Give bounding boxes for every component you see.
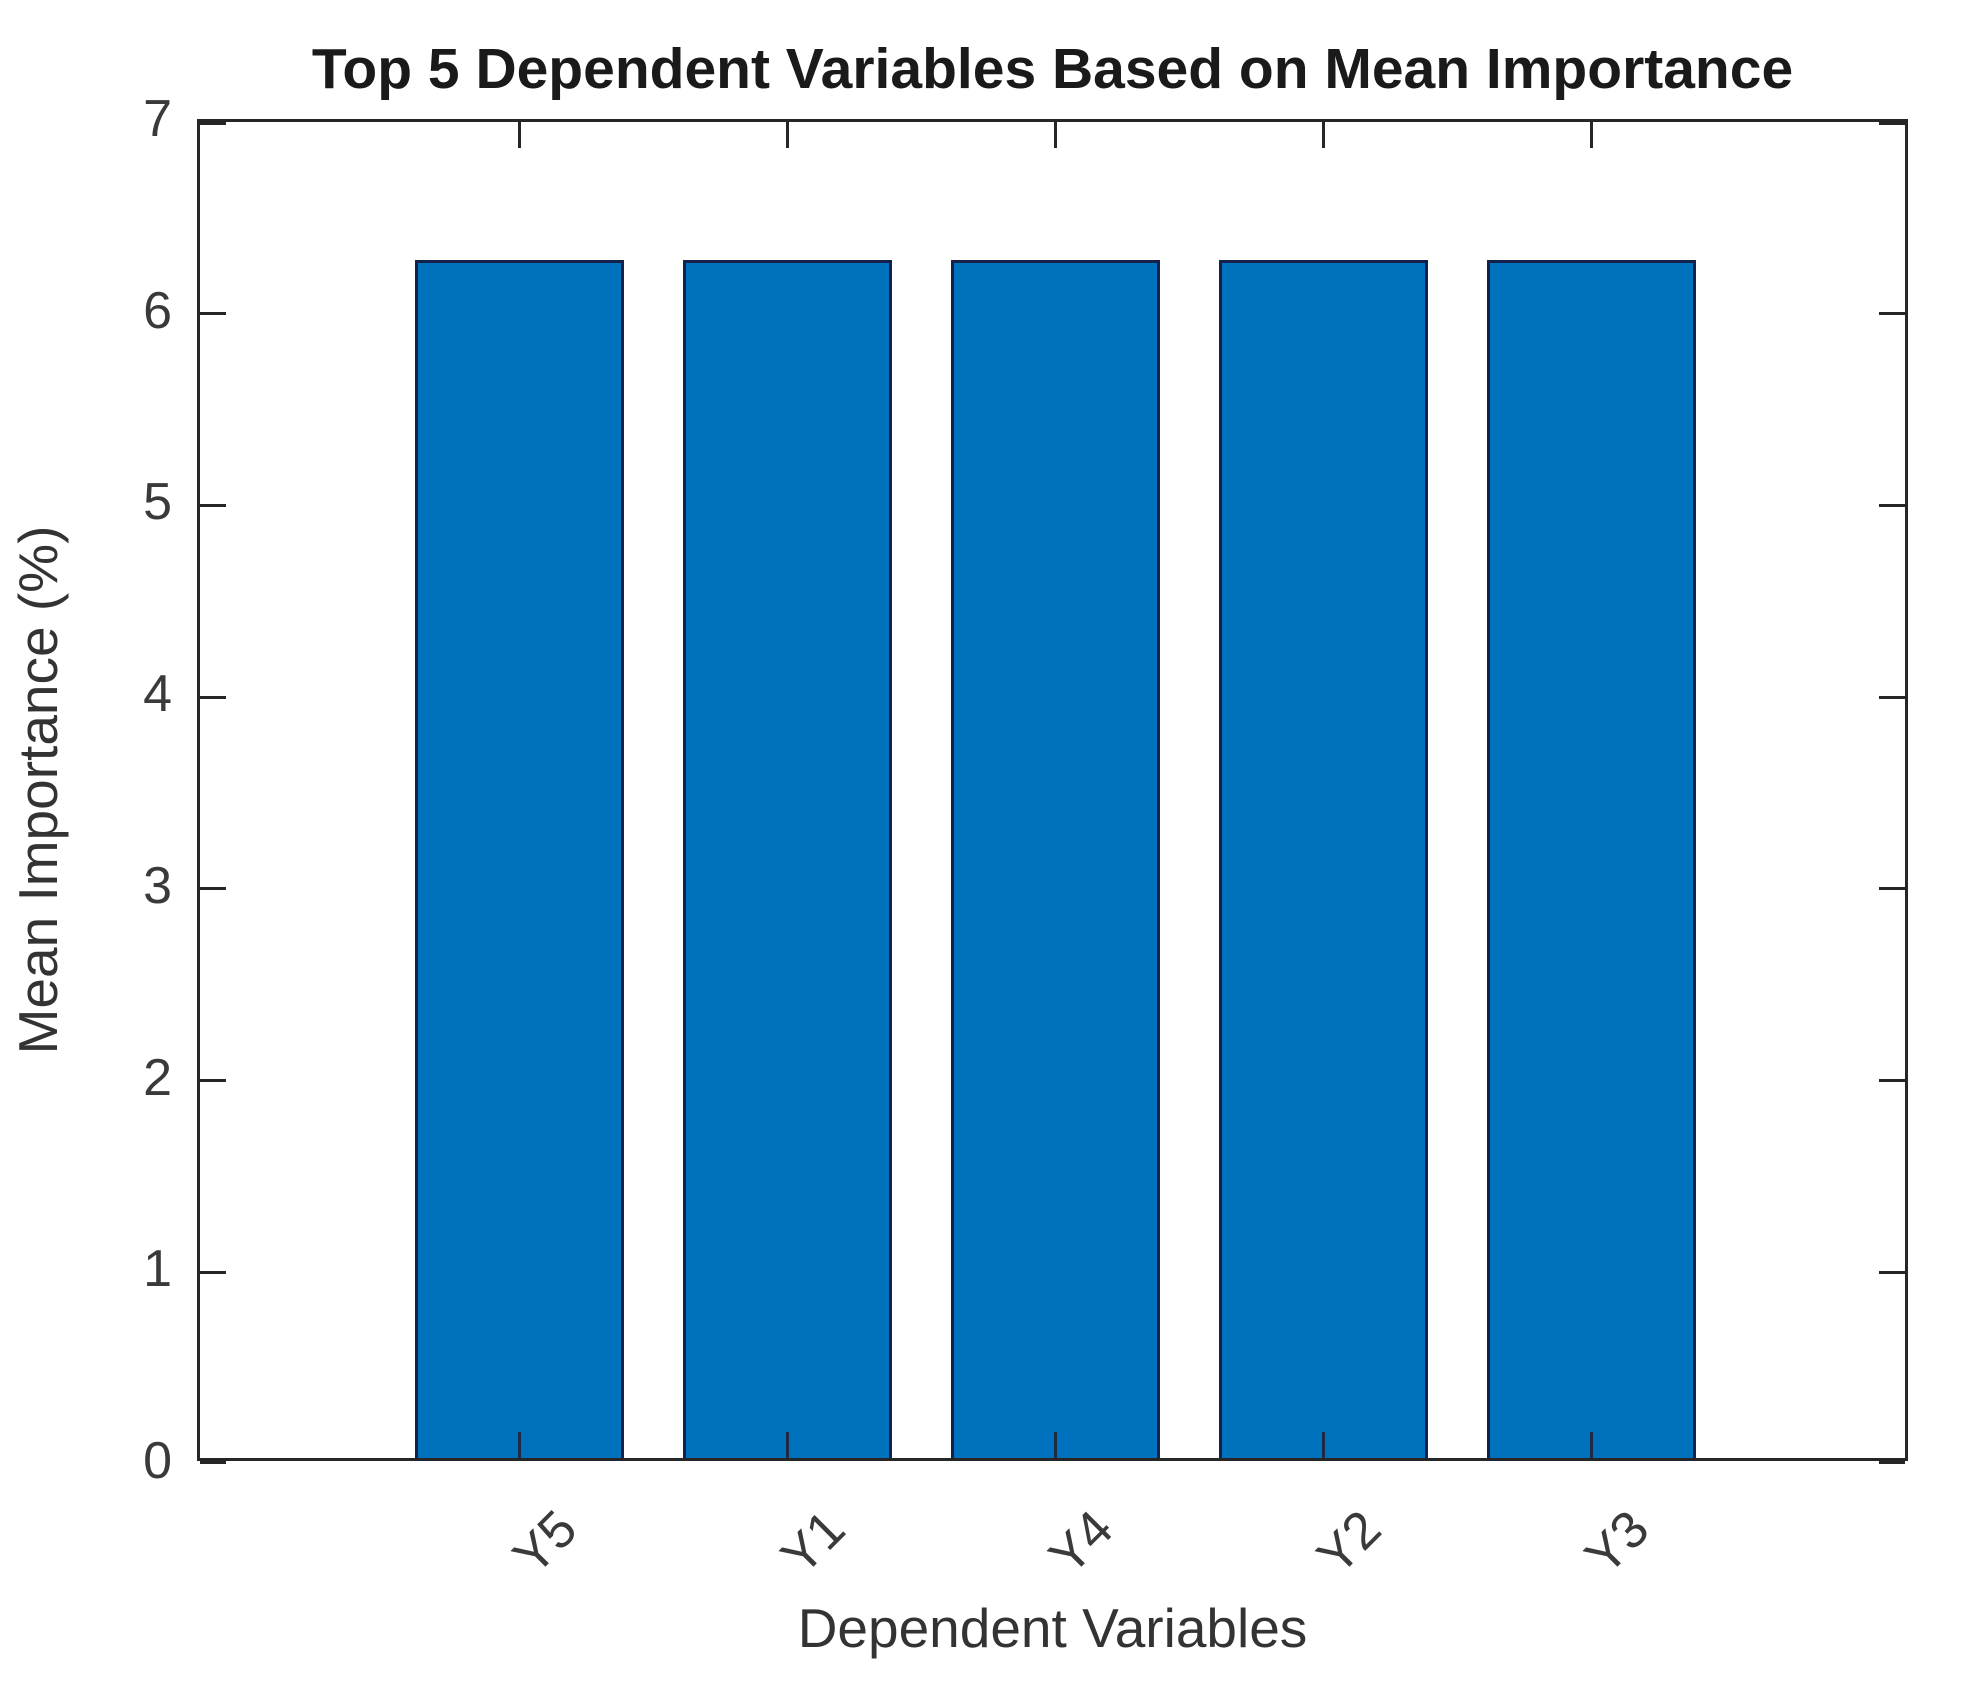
- y-tick-label: 2: [143, 1048, 172, 1107]
- chart-title: Top 5 Dependent Variables Based on Mean …: [311, 37, 1794, 101]
- x-tick-mark: [1322, 1432, 1326, 1458]
- y-tick-mark: [200, 887, 226, 891]
- x-tick-mark-top: [1054, 122, 1057, 148]
- y-tick-mark-right: [1879, 1079, 1905, 1083]
- y-tick-mark-right: [1879, 503, 1905, 507]
- x-tick-label: Y5: [501, 1499, 588, 1586]
- y-tick-mark: [200, 503, 226, 507]
- y-tick-label: 3: [143, 856, 172, 915]
- y-tick-label: 4: [143, 665, 172, 724]
- x-tick-mark-top: [1590, 122, 1594, 148]
- plot-area: [197, 119, 1908, 1464]
- y-tick-label: 5: [143, 473, 172, 532]
- y-tick-label: 0: [143, 1432, 172, 1490]
- bar-Y5: [414, 259, 624, 1458]
- x-tick-mark-top: [1322, 122, 1326, 148]
- y-tick-mark: [200, 695, 226, 699]
- y-tick-mark-right: [1879, 695, 1905, 699]
- y-tick-label: 7: [143, 90, 172, 148]
- y-tick-mark: [200, 1079, 226, 1083]
- y-tick-mark-right: [1879, 1461, 1905, 1464]
- x-tick-mark-top: [517, 122, 521, 148]
- x-tick-label: Y1: [770, 1499, 857, 1586]
- x-tick-mark: [1590, 1432, 1594, 1458]
- y-tick-mark: [200, 312, 226, 316]
- y-tick-mark-right: [1879, 312, 1905, 316]
- x-axis-label: Dependent Variables: [797, 1597, 1308, 1659]
- y-tick-mark-right: [1879, 887, 1905, 891]
- y-tick-mark-right: [1879, 122, 1905, 125]
- x-tick-mark: [1054, 1432, 1057, 1458]
- x-tick-label: Y3: [1574, 1499, 1661, 1586]
- x-tick-label: Y2: [1306, 1499, 1393, 1586]
- bar-Y4: [950, 259, 1161, 1458]
- x-tick-mark-top: [785, 122, 789, 148]
- y-tick-label: 6: [143, 281, 172, 340]
- y-axis-label: Mean Importance (%): [7, 525, 69, 1055]
- x-tick-mark: [517, 1432, 521, 1458]
- y-tick-mark: [200, 1461, 226, 1464]
- bar-Y1: [682, 259, 892, 1458]
- y-tick-mark-right: [1879, 1270, 1905, 1274]
- y-tick-mark: [200, 122, 226, 125]
- x-tick-label: Y4: [1038, 1499, 1125, 1586]
- y-tick-mark: [200, 1270, 226, 1274]
- bar-Y3: [1487, 259, 1697, 1458]
- y-tick-label: 1: [143, 1240, 172, 1299]
- x-tick-mark: [785, 1432, 789, 1458]
- bar-Y2: [1219, 259, 1429, 1458]
